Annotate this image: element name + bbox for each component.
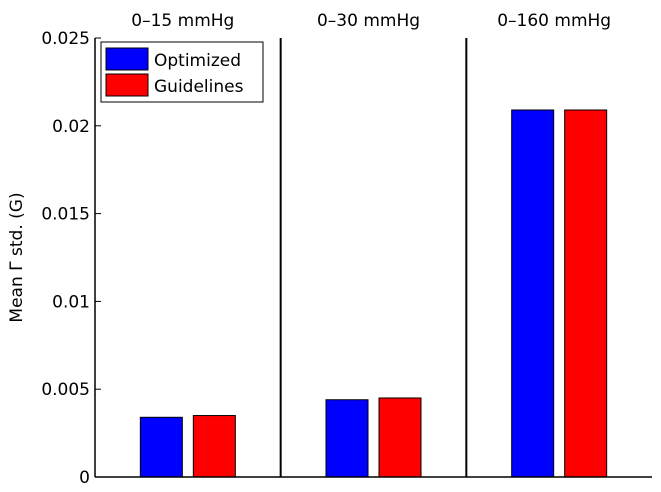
y-tick-label: 0.005 bbox=[41, 380, 90, 400]
panel-label-2: 0–30 mmHg bbox=[317, 11, 420, 31]
bar-guidelines-panel-2 bbox=[378, 397, 422, 478]
y-tick-label: 0.015 bbox=[41, 205, 90, 225]
y-tick-label: 0.01 bbox=[52, 292, 90, 312]
legend-swatch-optimized bbox=[105, 47, 149, 71]
y-tick-label: 0 bbox=[79, 468, 90, 488]
y-tick-label: 0.025 bbox=[41, 29, 90, 49]
bar-optimized-panel-2 bbox=[325, 399, 369, 478]
panel-label-1: 0–15 mmHg bbox=[131, 11, 234, 31]
bar-optimized-panel-1 bbox=[139, 416, 183, 478]
legend-label-guidelines: Guidelines bbox=[154, 77, 244, 97]
y-axis-label: Mean Γ std. (G) bbox=[7, 192, 27, 322]
legend-label-optimized: Optimized bbox=[154, 51, 241, 71]
bar-guidelines-panel-3 bbox=[564, 109, 608, 478]
bar-guidelines-panel-1 bbox=[192, 415, 236, 478]
bar-optimized-panel-3 bbox=[511, 109, 555, 478]
y-tick-label: 0.02 bbox=[52, 117, 90, 137]
legend-swatch-guidelines bbox=[105, 73, 149, 97]
panel-label-3: 0–160 mmHg bbox=[497, 11, 611, 31]
